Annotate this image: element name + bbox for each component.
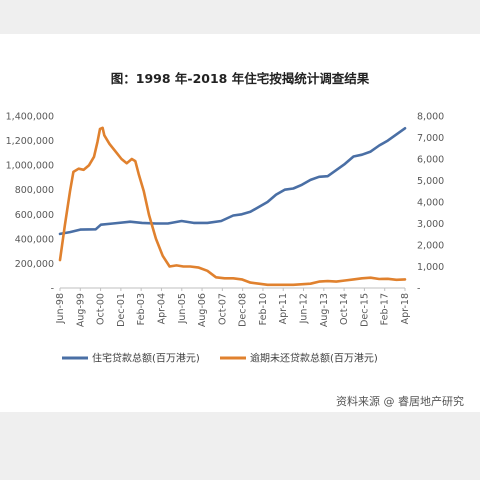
y-left-tick-label: 800,000 bbox=[15, 185, 54, 196]
x-tick-label: Oct-00 bbox=[96, 293, 107, 325]
x-tick-label: Jun-05 bbox=[177, 293, 188, 324]
y-right-tick-label: 6,000 bbox=[417, 155, 444, 166]
y-right-tick-label: 4,000 bbox=[417, 198, 444, 209]
y-right-tick-label: 2,000 bbox=[417, 241, 444, 252]
x-tick-label: Jun-98 bbox=[55, 293, 66, 324]
y-left-tick-label: 400,000 bbox=[15, 234, 54, 245]
x-tick-label: Jun-12 bbox=[299, 293, 310, 324]
x-tick-label: Feb-10 bbox=[258, 293, 269, 325]
x-tick-label: Aug-13 bbox=[319, 293, 330, 327]
y-left-tick-label: 1,400,000 bbox=[6, 112, 54, 123]
x-tick-label: Aug-06 bbox=[197, 293, 208, 327]
x-tick-label: Dec-15 bbox=[359, 293, 370, 327]
x-tick-label: Oct-14 bbox=[339, 293, 350, 325]
y-right-tick-label: 8,000 bbox=[417, 112, 444, 123]
y-left-tick-label: 200,000 bbox=[15, 259, 54, 270]
y-left-tick-label: 1,000,000 bbox=[6, 161, 54, 172]
x-tick-label: Oct-07 bbox=[217, 293, 228, 325]
x-tick-label: Dec-01 bbox=[116, 293, 127, 327]
y-left-tick-label: 600,000 bbox=[15, 210, 54, 221]
chart-title: 图：1998 年-2018 年住宅按揭统计调查结果 bbox=[110, 71, 370, 86]
series-line-2 bbox=[58, 126, 407, 287]
y-left-tick-label: - bbox=[51, 284, 54, 295]
legend-label-2: 逾期未还贷款总额(百万港元) bbox=[250, 352, 378, 365]
x-tick-label: Feb-03 bbox=[136, 293, 147, 325]
x-tick-label: Apr-04 bbox=[156, 293, 167, 324]
y-right-tick-label: 3,000 bbox=[417, 219, 444, 230]
x-tick-label: Apr-18 bbox=[400, 293, 411, 324]
source-watermark: 资料来源 @ 睿居地产研究 bbox=[336, 395, 464, 408]
series-line-1 bbox=[58, 127, 407, 236]
x-tick-label: Dec-08 bbox=[238, 293, 249, 327]
top-band bbox=[0, 0, 480, 34]
y-right-tick-label: 1,000 bbox=[417, 262, 444, 273]
bottom-band bbox=[0, 412, 480, 480]
y-right-tick-label: 7,000 bbox=[417, 133, 444, 144]
y-right-tick-label: 5,000 bbox=[417, 176, 444, 187]
y-right-tick-label: - bbox=[417, 284, 420, 295]
x-tick-label: Aug-99 bbox=[75, 293, 86, 327]
x-tick-label: Apr-11 bbox=[278, 293, 289, 324]
x-tick-label: Feb-17 bbox=[380, 293, 391, 325]
y-left-tick-label: 1,200,000 bbox=[6, 136, 54, 147]
legend-label-1: 住宅贷款总额(百万港元) bbox=[92, 352, 200, 365]
